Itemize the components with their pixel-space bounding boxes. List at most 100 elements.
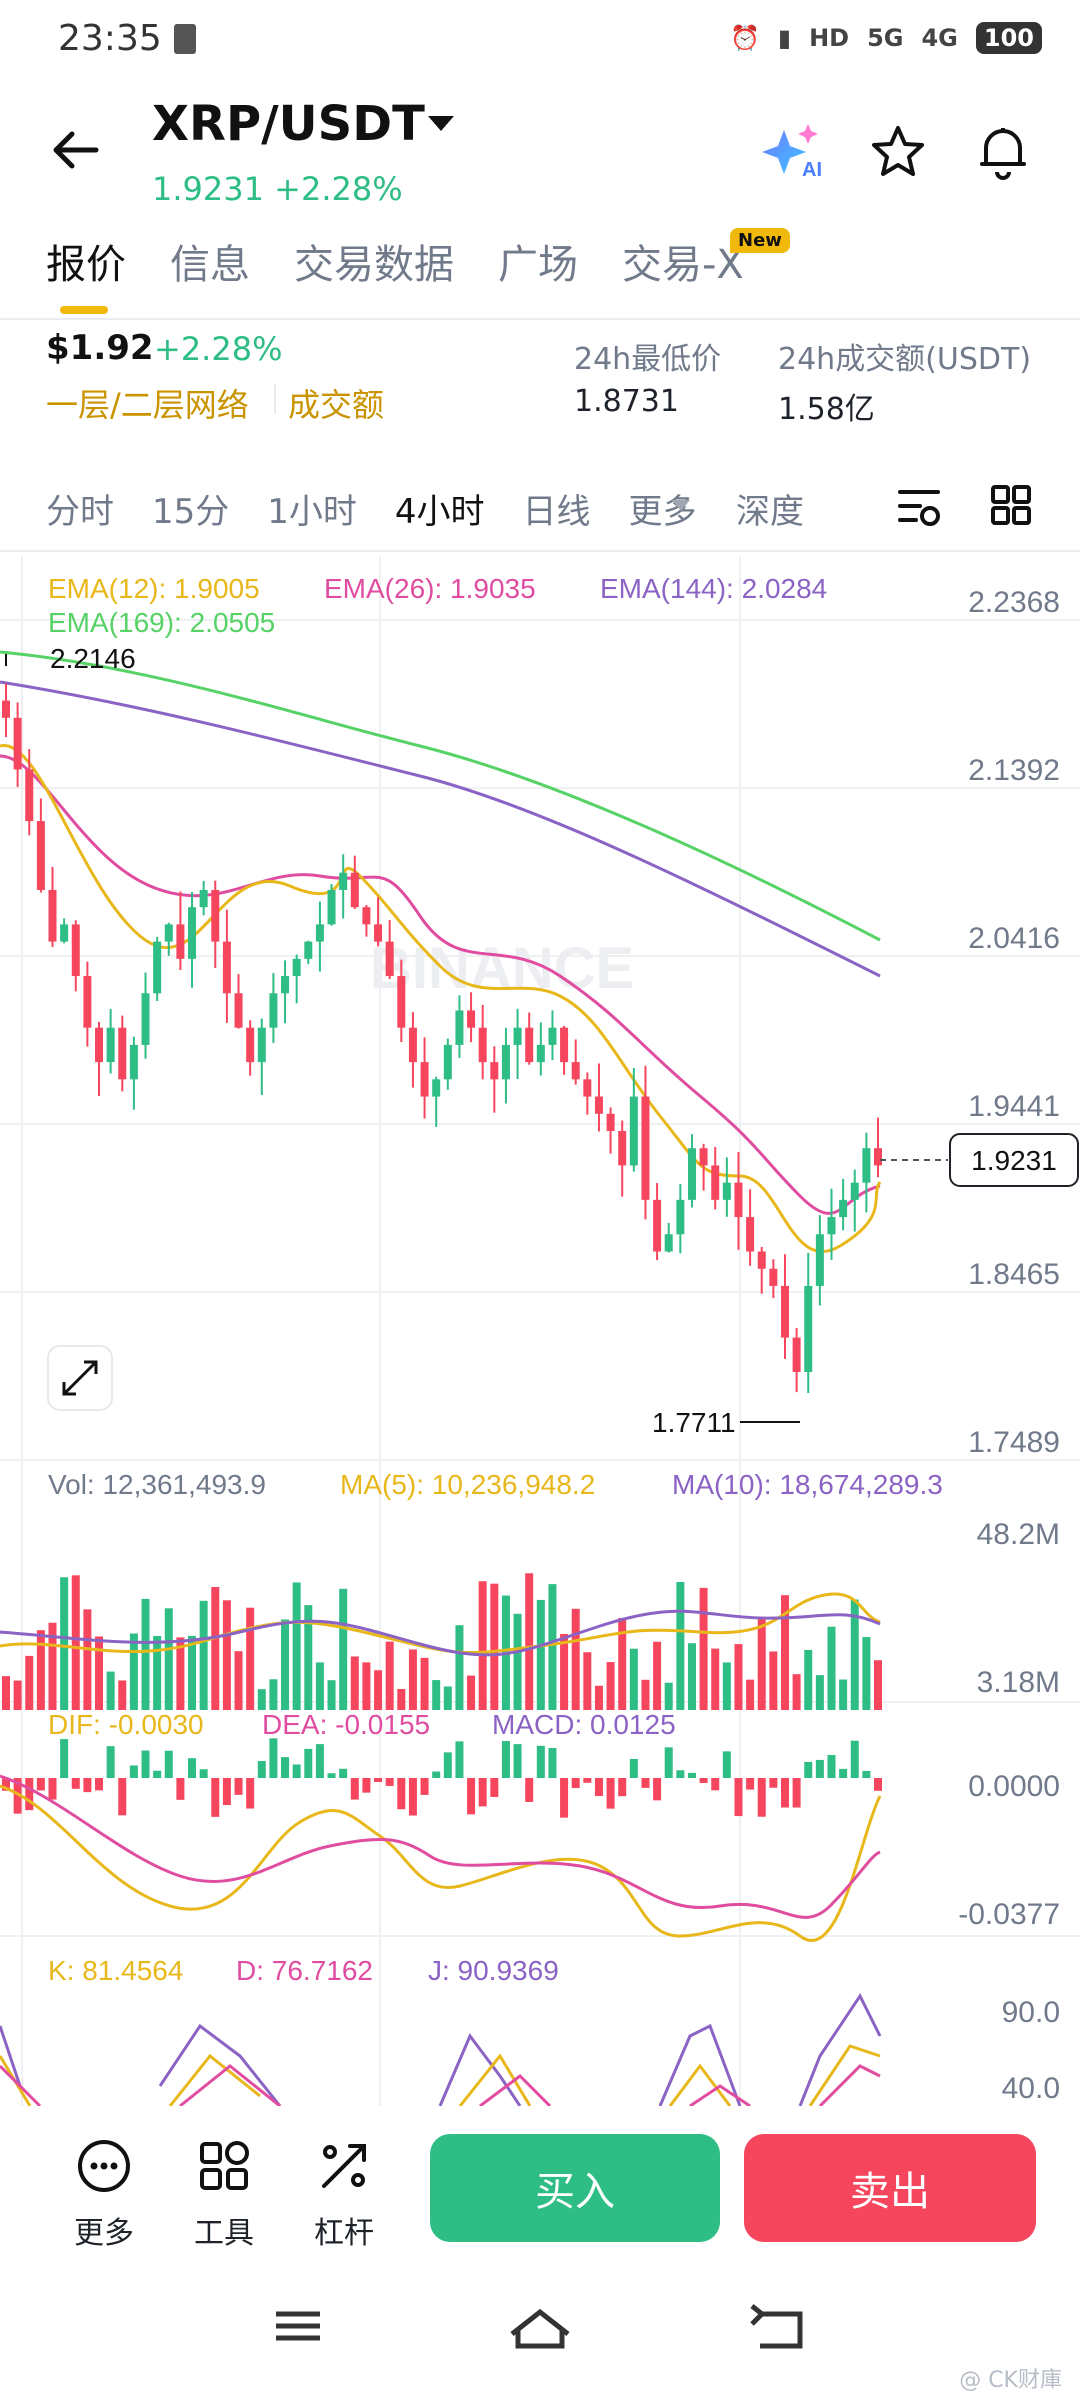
interval-time[interactable]: 分时 <box>46 492 114 532</box>
ema12-line <box>0 744 882 1254</box>
candle-body <box>129 1044 138 1080</box>
interval-4h[interactable]: 4小时 <box>394 492 485 532</box>
leverage-label[interactable]: 杠杆 <box>314 2216 374 2251</box>
macd-bar <box>408 1778 417 1816</box>
macd-bar <box>257 1761 266 1778</box>
volume-bar <box>757 1619 766 1710</box>
volume-bar <box>594 1685 603 1710</box>
tag-turnover[interactable]: 成交额 <box>288 386 385 424</box>
svg-text:AI: AI <box>802 159 822 181</box>
tab-info[interactable]: 信息 <box>170 242 250 288</box>
volume-bar <box>815 1675 824 1710</box>
depth-tab[interactable]: 深度 <box>736 492 804 532</box>
header-price-value: 1.9231 <box>152 170 264 208</box>
sell-button[interactable]: 卖出 <box>744 2134 1036 2242</box>
layout-grid-icon[interactable] <box>990 484 1032 526</box>
k-line <box>0 2044 881 2106</box>
macd-bar <box>13 1778 22 1814</box>
back-icon[interactable] <box>750 2304 803 2349</box>
leverage-icon[interactable] <box>314 2136 374 2196</box>
candle-body <box>327 889 336 925</box>
interval-1h[interactable]: 1小时 <box>267 492 357 532</box>
interval-bar: 分时 15分 1小时 4小时 日线 更多 <box>46 484 735 533</box>
candle-body <box>862 1148 871 1183</box>
buy-button[interactable]: 买入 <box>430 2134 720 2242</box>
volume-bar <box>118 1680 127 1710</box>
macd-bar <box>281 1757 290 1778</box>
ai-sparkle-icon[interactable]: AI <box>760 122 830 182</box>
candlestick-chart[interactable]: EMA(12): 1.9005 EMA(26): 1.9035 EMA(144)… <box>0 556 1080 2106</box>
volume-label: Vol: 12,361,493.9 <box>48 1469 266 1500</box>
macd-bar <box>734 1778 743 1817</box>
status-icons: ⏰ ▮ HD 5G 4G 100 <box>730 22 1042 54</box>
tab-square[interactable]: 广场 <box>498 242 578 288</box>
pair-title[interactable]: XRP/USDT <box>152 96 425 152</box>
macd-bar <box>350 1778 359 1800</box>
chart-settings-icon[interactable] <box>896 484 942 530</box>
candle-body <box>164 924 173 942</box>
candle-body <box>687 1148 696 1200</box>
macd-bar <box>71 1778 80 1789</box>
volume-bar <box>606 1662 615 1710</box>
more-label[interactable]: 更多 <box>74 2216 134 2251</box>
volume-bar <box>432 1680 441 1710</box>
macd-bar <box>397 1778 406 1810</box>
interval-1d[interactable]: 日线 <box>522 492 591 532</box>
macd-bar <box>106 1746 115 1778</box>
home-icon[interactable] <box>510 2308 570 2349</box>
candle-body <box>153 941 162 994</box>
tab-trade-x[interactable]: 交易-X <box>622 242 744 288</box>
volume-bar <box>13 1680 22 1710</box>
alarm-icon: ⏰ <box>729 24 760 52</box>
d-line <box>0 2064 881 2106</box>
macd-bar <box>629 1758 638 1778</box>
system-nav-bar <box>276 2304 803 2349</box>
volume-bar <box>234 1651 243 1710</box>
volume-axis-bottom: 3.18M <box>977 1666 1060 1699</box>
more-icon[interactable] <box>74 2136 134 2196</box>
back-arrow-icon[interactable] <box>46 120 106 180</box>
volume-ma5-line <box>0 1592 881 1655</box>
chevron-down-icon[interactable] <box>428 116 454 131</box>
macd-bar <box>129 1765 138 1778</box>
volume-bar <box>141 1598 150 1710</box>
volume-bar <box>804 1649 813 1710</box>
volume-bar <box>839 1679 848 1710</box>
tab-trading-data[interactable]: 交易数据 <box>294 242 454 288</box>
candle-body <box>455 1010 464 1045</box>
volume-bar <box>455 1625 464 1710</box>
macd-bar <box>478 1778 487 1807</box>
dif-line <box>0 1784 882 1942</box>
volume-bar <box>560 1633 569 1710</box>
macd-value: MACD: 0.0125 <box>492 1709 676 1740</box>
star-icon[interactable] <box>868 122 928 182</box>
candle-body <box>676 1199 685 1235</box>
candle-body <box>536 1044 545 1063</box>
summary-change: +2.28% <box>154 330 283 368</box>
volume-bar <box>583 1652 592 1710</box>
more-dropdown-icon[interactable] <box>672 500 690 511</box>
candle-body <box>36 821 45 890</box>
interval-15m[interactable]: 15分 <box>152 492 230 532</box>
macd-bar <box>222 1778 231 1806</box>
ema144-label: EMA(144): 2.0284 <box>600 573 827 604</box>
macd-bar <box>315 1744 324 1778</box>
macd-bar <box>327 1773 336 1778</box>
macd-bar <box>164 1750 173 1778</box>
candle-body <box>222 941 231 994</box>
tab-quote[interactable]: 报价 <box>46 242 126 288</box>
menu-icon[interactable] <box>276 2311 320 2341</box>
tools-label[interactable]: 工具 <box>194 2216 254 2251</box>
macd-dea: DEA: -0.0155 <box>262 1709 430 1740</box>
volume-bar <box>862 1637 871 1710</box>
tools-icon[interactable] <box>194 2136 254 2196</box>
tag-layer-network[interactable]: 一层/二层网络 <box>46 386 249 424</box>
interval-more[interactable]: 更多 <box>628 492 697 532</box>
macd-dif: DIF: -0.0030 <box>48 1709 204 1740</box>
volume-bar <box>525 1573 534 1710</box>
macd-bar <box>827 1755 836 1778</box>
low-price-marker: 1.7711 <box>652 1407 736 1438</box>
macd-bar <box>606 1778 615 1809</box>
bell-icon[interactable] <box>970 118 1036 184</box>
volume-bar <box>699 1587 708 1710</box>
